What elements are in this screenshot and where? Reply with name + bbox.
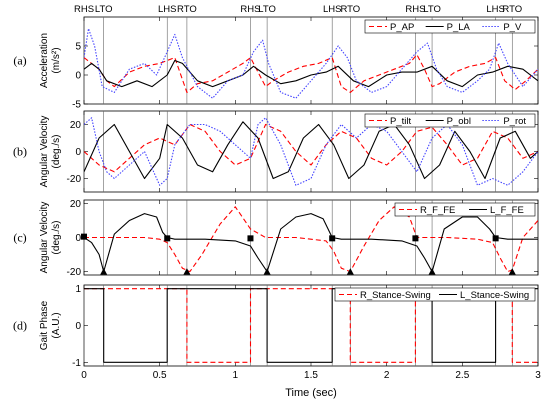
panel-label: (a): [13, 54, 26, 68]
legend-label: L_Stance-Swing: [460, 290, 529, 301]
y-axis-label-line: Angular Velocity: [39, 116, 50, 188]
legend-box: [364, 19, 536, 34]
legend-label: P_rot: [503, 116, 526, 127]
legend-box: [394, 202, 536, 217]
event-label: RTO: [502, 4, 522, 15]
marker-triangle: [346, 268, 354, 275]
event-label: LTO: [95, 4, 113, 15]
series-line-P_obl: [84, 121, 538, 180]
y-tick-label: -20: [67, 174, 82, 185]
marker-triangle: [263, 268, 271, 275]
series-line-P_AP: [84, 54, 538, 93]
event-label: LHS: [323, 4, 341, 15]
y-axis-label-line: (m/s²): [51, 47, 62, 73]
event-label: LTO: [423, 4, 441, 15]
marker-square: [412, 235, 419, 242]
event-label: RTO: [177, 4, 197, 15]
marker-triangle: [428, 268, 436, 275]
y-axis-label-line: (deg./s): [51, 221, 62, 255]
legend-label: L_F_FE: [490, 205, 524, 216]
event-label: LHS: [158, 4, 176, 15]
legend-box: [334, 287, 536, 302]
event-label: RHS: [405, 4, 425, 15]
panel-1: -20 0 20 P_tilt P_obl P_rot Angular Velocity(d…: [13, 110, 539, 193]
series-group: [84, 117, 538, 186]
y-axis-label: Angular Velocity(deg./s): [39, 202, 62, 274]
x-tick-label: 0: [81, 370, 87, 381]
legend-label: P_AP: [390, 22, 414, 33]
legend-label: P_obl: [447, 116, 471, 127]
event-label: LTO: [258, 4, 276, 15]
series-line-P_tilt: [84, 123, 538, 173]
event-label: RHS: [74, 4, 94, 15]
x-axis-label: Time (sec): [285, 387, 337, 399]
y-axis-label: Acceleration(m/s²): [39, 33, 62, 88]
y-axis-label-line: (A.U.): [51, 312, 62, 338]
x-tick-label: 1: [233, 370, 239, 381]
y-tick-label: 0: [75, 71, 81, 82]
x-tick-label: 0.5: [153, 370, 167, 381]
marker-triangle: [508, 268, 516, 275]
panel-3: -1 0 1 R_Stance-Swing L_Stance-Swing Gait Pha…: [13, 284, 539, 369]
y-axis-label-line: Acceleration: [39, 33, 50, 88]
y-tick-label: 20: [70, 120, 82, 131]
y-tick-label: -1: [72, 358, 81, 369]
x-axis: 0 0.5 1 1.5 2 2.5 3: [81, 370, 541, 381]
y-axis-label-line: Gait Phase: [39, 300, 50, 350]
y-tick-label: 20: [70, 199, 82, 210]
event-label: RTO: [340, 4, 360, 15]
y-axis-label-line: (deg./s): [51, 135, 62, 169]
panel-2: -20 0 20 R_F_FE L_F_FE Angular Velocity(deg./…: [13, 199, 539, 278]
marker-square: [247, 235, 254, 242]
legend-box: [364, 113, 536, 128]
event-label: RHS: [240, 4, 260, 15]
marker-triangle: [100, 268, 108, 275]
x-tick-label: 1.5: [304, 370, 318, 381]
series-line-L_Stance-Swing: [84, 288, 538, 363]
event-label: LHS: [486, 4, 504, 15]
y-tick-label: 0: [75, 233, 81, 244]
y-tick-label: -20: [67, 267, 82, 278]
series-group: [84, 288, 538, 363]
legend-label: R_Stance-Swing: [360, 290, 431, 301]
y-tick-label: 1: [75, 284, 81, 295]
series-line-R_F_FE: [84, 206, 538, 273]
panel-label: (c): [13, 231, 26, 245]
series-line-P_LA: [84, 59, 538, 88]
marker-square: [164, 235, 171, 242]
marker-square: [81, 233, 87, 240]
y-axis-label: Angular Velocity(deg./s): [39, 116, 62, 188]
y-tick-label: -5: [72, 100, 81, 111]
marker-triangle: [183, 268, 191, 275]
legend-label: P_V: [503, 22, 522, 33]
marker-square: [329, 235, 336, 242]
x-tick-label: 2.5: [455, 370, 469, 381]
marker-square: [492, 235, 499, 242]
panel-label: (d): [13, 319, 27, 333]
series-line-R_Stance-Swing: [84, 288, 538, 363]
series-line-P_rot: [84, 117, 538, 186]
series-group: [84, 206, 538, 273]
series-line-L_F_FE: [84, 213, 538, 273]
y-tick-label: 5: [75, 42, 81, 53]
x-tick-label: 2: [384, 370, 390, 381]
y-axis-label-line: Angular Velocity: [39, 202, 50, 274]
x-tick-label: 3: [535, 370, 541, 381]
legend-label: P_LA: [447, 22, 471, 33]
y-tick-label: 0: [75, 147, 81, 158]
series-group: [84, 28, 538, 99]
y-tick-label: 0: [75, 321, 81, 332]
panel-label: (b): [13, 145, 27, 159]
legend-label: R_F_FE: [420, 205, 455, 216]
y-axis-label: Gait Phase(A.U.): [39, 300, 62, 350]
legend-label: P_tilt: [390, 116, 411, 127]
panel-0: -5 0 5 P_AP P_LA P_V Acceleration(m/s²) (a): [13, 16, 539, 111]
chart-panels: -5 0 5 P_AP P_LA P_V Acceleration(m/s²) (a) -20 0…: [13, 16, 539, 369]
